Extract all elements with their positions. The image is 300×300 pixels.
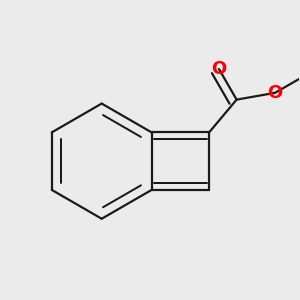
Text: O: O — [212, 60, 226, 78]
Text: O: O — [267, 84, 283, 102]
